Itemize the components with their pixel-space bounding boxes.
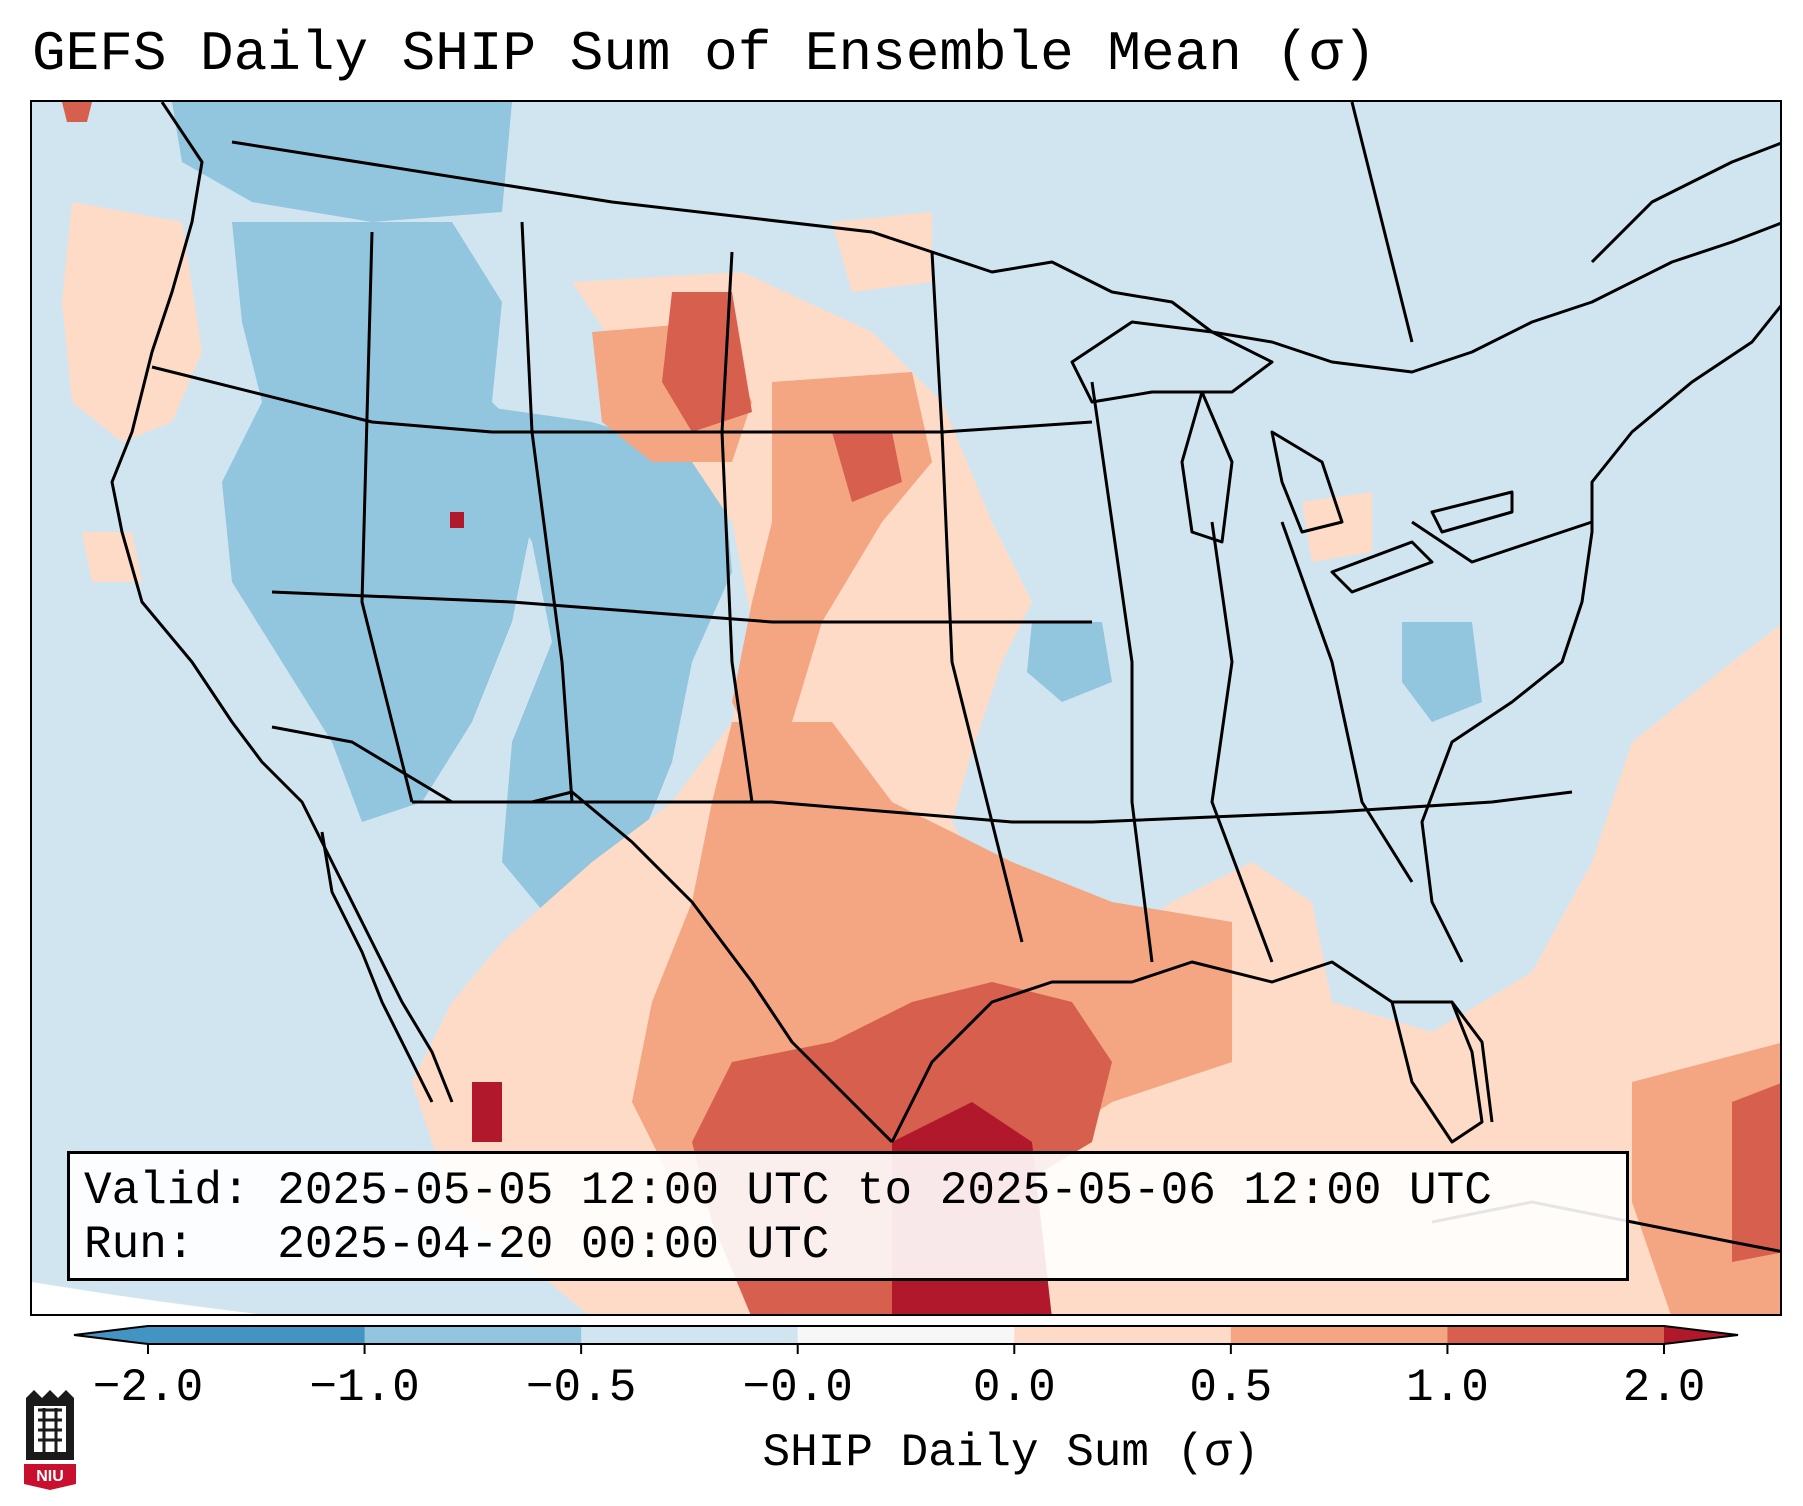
out-of-domain-region bbox=[32, 1282, 258, 1314]
colorbar-segment bbox=[1447, 1326, 1665, 1344]
max-region-utah bbox=[450, 512, 464, 528]
colorbar-tick-label: −1.0 bbox=[309, 1362, 420, 1414]
state-line-idaho-wyoming bbox=[520, 221, 574, 803]
strong-region-south-dakota bbox=[832, 432, 902, 502]
run-line: Run: 2025-04-20 00:00 UTC bbox=[84, 1218, 1612, 1272]
colorbar-tick-label: 0.0 bbox=[972, 1362, 1056, 1414]
map-canvas bbox=[32, 102, 1780, 1314]
colorbar-tick-label: −0.0 bbox=[742, 1362, 853, 1414]
colorbar-segments bbox=[73, 1325, 1739, 1345]
gulf-coastline bbox=[890, 960, 1494, 1143]
florida-peninsula bbox=[1390, 1001, 1484, 1144]
run-label: Run: bbox=[84, 1219, 195, 1271]
lake-ontario bbox=[1430, 490, 1514, 534]
state-line-pennsylvania bbox=[1411, 520, 1593, 564]
hudson-bay-coast bbox=[1350, 102, 1414, 343]
lake-huron bbox=[1270, 430, 1344, 534]
valid-time-box: Valid: 2025-05-05 12:00 UTC to 2025-05-0… bbox=[67, 1151, 1629, 1281]
colorbar-tick-label: 2.0 bbox=[1622, 1362, 1706, 1414]
logo-window-grid bbox=[38, 1408, 62, 1452]
lake-superior bbox=[1070, 320, 1274, 404]
state-lines-central bbox=[271, 590, 1092, 624]
anomaly-field bbox=[62, 102, 1780, 1314]
lake-michigan bbox=[1180, 390, 1234, 544]
neg-region-four-corners bbox=[452, 402, 732, 922]
us-canada-border-east bbox=[871, 221, 1780, 374]
strong-region-bc bbox=[62, 102, 92, 122]
neg-region-missouri bbox=[1027, 622, 1112, 702]
us-mexico-border bbox=[271, 725, 894, 1144]
neg-region-intermountain bbox=[222, 222, 552, 822]
colorbar-segment bbox=[148, 1326, 366, 1344]
neg-region-northwest bbox=[172, 102, 512, 222]
colorbar-extend-high bbox=[1664, 1326, 1738, 1344]
strong-region-antilles bbox=[1732, 1083, 1780, 1262]
state-lines-southern bbox=[412, 790, 1573, 824]
page-title: GEFS Daily SHIP Sum of Ensemble Mean (σ) bbox=[32, 22, 1377, 86]
colorbar bbox=[73, 1325, 1739, 1354]
quebec-coast bbox=[1590, 141, 1780, 264]
state-line-dakotas-west bbox=[720, 251, 754, 803]
colorbar-tick-label: 0.5 bbox=[1189, 1362, 1273, 1414]
atlantic-coastline bbox=[1420, 304, 1780, 963]
pos-region-pacific-nw bbox=[62, 202, 202, 442]
colorbar-tick-label: −0.5 bbox=[525, 1362, 637, 1414]
colorbar-segment bbox=[1230, 1326, 1448, 1344]
colorbar-tick-label: 1.0 bbox=[1406, 1362, 1489, 1414]
valid-value: 2025-05-05 12:00 UTC to 2025-05-06 12:00… bbox=[277, 1165, 1492, 1217]
neg-region-virginia bbox=[1402, 622, 1482, 722]
baja-coastline bbox=[320, 831, 434, 1103]
colorbar-tick-label: −2.0 bbox=[92, 1362, 204, 1414]
colorbar-extend-low bbox=[74, 1326, 148, 1344]
max-region-sonora bbox=[472, 1082, 502, 1142]
map-boundaries bbox=[110, 102, 1780, 1253]
state-line-plains-east bbox=[930, 251, 1024, 943]
run-value: 2025-04-20 00:00 UTC bbox=[277, 1219, 830, 1271]
colorbar-segment bbox=[581, 1326, 799, 1344]
state-line-ohio-carolina bbox=[1280, 521, 1414, 883]
us-canada-border-west bbox=[231, 140, 873, 234]
colorbar-ticks bbox=[147, 1344, 1665, 1354]
colorbar-segment bbox=[364, 1326, 582, 1344]
pacific-coastline bbox=[110, 102, 454, 1103]
valid-label: Valid: bbox=[84, 1165, 250, 1217]
state-lines-northern bbox=[151, 365, 1093, 434]
colorbar-label: SHIP Daily Sum (σ) bbox=[762, 1427, 1260, 1479]
lake-erie bbox=[1330, 540, 1434, 594]
logo-text: NIU bbox=[36, 1468, 64, 1485]
strong-region-montana bbox=[662, 292, 752, 432]
logo-banner bbox=[24, 1464, 76, 1490]
pos-region-great-lakes bbox=[1302, 492, 1372, 562]
pos-region-manitoba bbox=[832, 212, 932, 292]
state-line-mississippi bbox=[1090, 381, 1154, 963]
colorbar-segment bbox=[797, 1326, 1015, 1344]
colorbar-segment bbox=[1014, 1326, 1232, 1344]
valid-line: Valid: 2025-05-05 12:00 UTC to 2025-05-0… bbox=[84, 1164, 1612, 1218]
map-panel: Valid: 2025-05-05 12:00 UTC to 2025-05-0… bbox=[30, 100, 1782, 1316]
state-line-nevada-utah bbox=[360, 231, 414, 803]
state-line-alabama-georgia bbox=[1210, 521, 1274, 963]
niu-logo-icon: NIU bbox=[24, 1390, 76, 1490]
